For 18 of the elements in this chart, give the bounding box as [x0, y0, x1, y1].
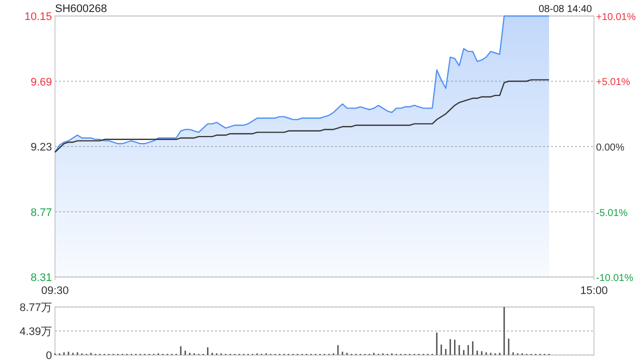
- y2-tick-label: +10.01%: [596, 12, 636, 23]
- y2-tick-label: -5.01%: [596, 208, 628, 219]
- y-tick-label: 4.39万: [20, 326, 52, 338]
- y-tick-label: 0: [46, 350, 52, 360]
- x-tick-label: 15:00: [580, 285, 608, 297]
- y-tick-label: 8.77: [30, 206, 52, 219]
- x-tick-label: 09:30: [41, 285, 69, 297]
- chart-title: SH600268: [55, 3, 107, 15]
- y-tick-label: 8.31: [30, 272, 52, 284]
- y2-tick-label: 0.00%: [596, 142, 624, 154]
- y2-tick-label: +5.01%: [596, 77, 630, 88]
- y-tick-label: 9.23: [30, 142, 52, 154]
- y-tick-label: 10.15: [24, 11, 52, 23]
- y-tick-label: 9.69: [30, 76, 52, 88]
- y-tick-label: 8.77万: [20, 302, 52, 314]
- text: 08-08 14:40: [538, 4, 592, 15]
- y2-tick-label: -10.01%: [596, 273, 634, 284]
- line-series: [54, 79, 550, 153]
